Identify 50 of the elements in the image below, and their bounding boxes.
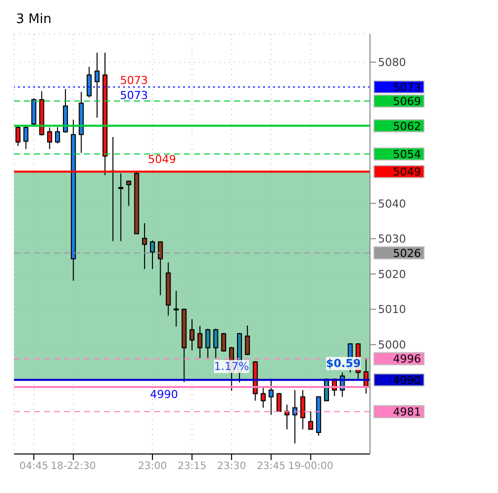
x-tick-label: 04:45 <box>19 461 48 472</box>
ref-line-label: 4996 <box>393 352 421 366</box>
ref-line-label: 4990 <box>393 374 421 387</box>
ref-line-label: 5049 <box>393 166 421 179</box>
candlestick <box>158 240 163 296</box>
candlestick <box>118 172 124 242</box>
annotation: 5073 <box>120 74 148 87</box>
annotation: 1.17% <box>214 360 249 373</box>
candlestick <box>126 180 132 206</box>
x-tick-label: 23:45 <box>256 461 286 472</box>
candlestick <box>205 328 210 358</box>
y-tick-label: 5040 <box>378 197 406 210</box>
candlestick <box>308 410 314 430</box>
annotation: 4990 <box>150 388 178 401</box>
candlestick <box>86 66 92 98</box>
annotation: 5073 <box>120 89 148 102</box>
candlestick <box>47 127 52 150</box>
ref-line-label: 5073 <box>393 80 421 94</box>
x-tick-label: 23:30 <box>217 461 246 472</box>
ref-line-label: 5054 <box>393 148 421 161</box>
ref-line-label: 5026 <box>393 246 421 260</box>
candlestick <box>23 125 28 150</box>
ref-line-label: 5069 <box>393 95 421 108</box>
candlestick <box>268 378 274 416</box>
x-tick-label: 23:00 <box>138 461 167 472</box>
chart-title: 3 Min <box>16 12 52 27</box>
y-tick-label: 5010 <box>378 303 406 316</box>
candlestick <box>55 126 60 144</box>
candlestick <box>150 240 155 270</box>
candlestick <box>213 328 218 358</box>
ref-line-label: 4981 <box>393 406 421 419</box>
candlestick <box>174 290 179 328</box>
candlestick <box>244 325 250 356</box>
candlestick <box>142 222 148 270</box>
candlestick <box>197 325 202 358</box>
ref-line-label: 5062 <box>393 120 421 133</box>
candlestick <box>94 52 100 118</box>
x-tick-label: 18-22:30 <box>50 461 96 472</box>
y-tick-label: 5000 <box>378 338 406 352</box>
y-tick-label: 5020 <box>378 268 406 281</box>
candlestick <box>300 390 306 430</box>
y-tick-label: 5080 <box>378 56 406 70</box>
candlestick <box>260 386 266 408</box>
annotation: $0.59 <box>326 357 361 370</box>
candlestick <box>190 318 195 351</box>
x-tick-label: 19-00:00 <box>288 461 334 472</box>
x-tick-label: 23:15 <box>178 461 206 472</box>
candlestick <box>292 390 298 444</box>
y-tick-label: 5030 <box>378 232 406 246</box>
annotation: 5049 <box>148 153 176 166</box>
